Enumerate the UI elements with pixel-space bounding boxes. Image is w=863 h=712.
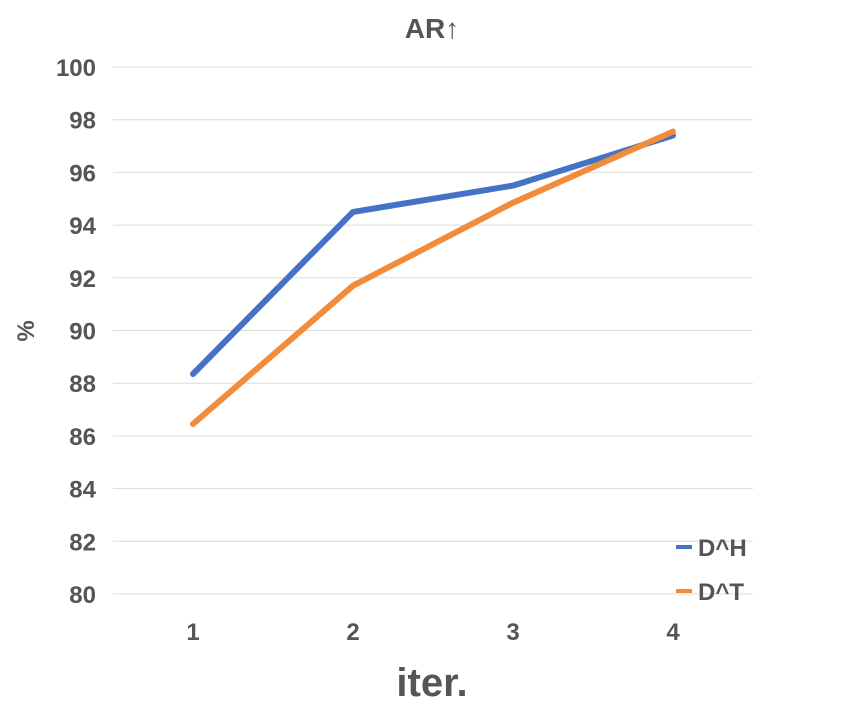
series-lines [190,128,676,428]
y-tick-labels: 80 82 84 86 88 90 92 94 96 98 100 [56,55,97,609]
y-tick-label: 100 [56,55,96,82]
legend: D^H D^T [676,535,747,606]
y-tick-label: 84 [69,477,96,504]
y-tick-label: 92 [69,266,96,293]
x-tick-label: 4 [666,619,680,646]
x-tick-label: 2 [346,619,359,646]
x-tick-labels: 1 2 3 4 [186,619,680,646]
y-tick-label: 96 [69,160,96,187]
series-line-2 [190,128,676,428]
y-axis-label: % [13,320,40,341]
y-tick-label: 88 [69,371,96,398]
y-tick-label: 98 [69,108,96,135]
y-tick-label: 82 [69,529,96,556]
legend-label: D^H [698,535,747,562]
gridlines [113,66,753,595]
x-tick-label: 3 [506,619,519,646]
x-tick-label: 1 [186,619,199,646]
y-tick-label: 80 [69,582,96,609]
y-tick-label: 94 [69,213,96,240]
y-tick-label: 86 [69,424,96,451]
y-tick-label: 90 [69,319,96,346]
series-line-1 [190,132,676,377]
chart-title: AR↑ [405,13,459,44]
legend-label: D^T [698,579,744,606]
x-axis-label: iter. [396,661,467,705]
